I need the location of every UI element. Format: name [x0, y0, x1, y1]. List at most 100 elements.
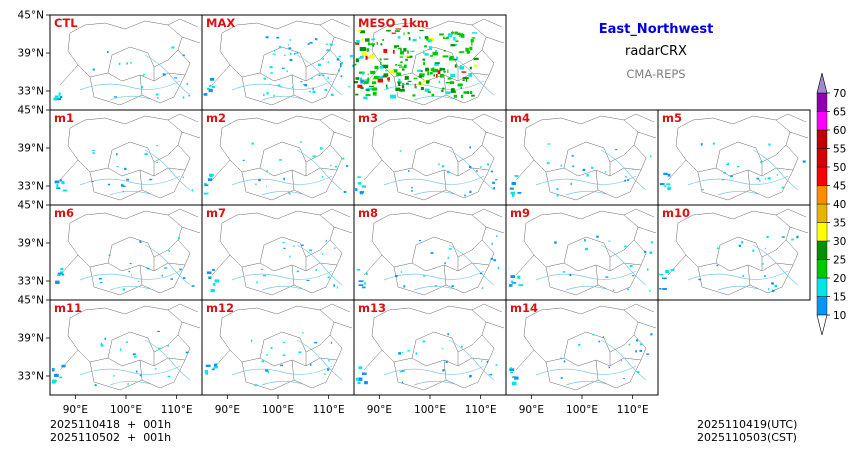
radar-echo — [419, 30, 424, 32]
radar-echo — [289, 52, 292, 55]
radar-echo — [445, 360, 448, 363]
radar-echo — [122, 190, 124, 193]
radar-echo — [439, 33, 444, 36]
province-border — [291, 74, 338, 104]
init-time-utc: 2025110418 + 001h — [50, 418, 172, 431]
radar-echo — [518, 284, 524, 287]
radar-echo — [398, 82, 401, 86]
province-border — [609, 144, 635, 163]
radar-echo — [741, 241, 744, 244]
radar-echo — [321, 175, 324, 178]
radar-echo — [296, 270, 300, 273]
radar-echo — [510, 280, 514, 283]
radar-echo — [129, 62, 132, 64]
radar-echo — [211, 368, 215, 371]
radar-echo — [266, 170, 268, 173]
radar-echo — [360, 79, 365, 83]
province-border — [167, 208, 199, 218]
radar-echo — [491, 242, 493, 245]
province-border — [471, 303, 503, 313]
panel-label: MAX — [206, 16, 235, 30]
colorbar-segment — [816, 92, 828, 112]
radar-echo — [126, 178, 130, 181]
radar-echo — [293, 245, 295, 248]
radar-echo — [426, 38, 431, 41]
radar-echo — [61, 181, 65, 185]
radar-echo — [429, 55, 433, 57]
province-border — [457, 144, 483, 163]
radar-echo — [355, 377, 359, 381]
radar-echo — [393, 69, 398, 73]
radar-echo — [59, 376, 63, 379]
radar-echo — [399, 150, 402, 152]
radar-echo — [263, 93, 265, 96]
radar-echo — [402, 68, 405, 71]
map-panels: CTL MAX MESO_1km m1 m2 m3 m4 m5 m6 m7 m8 m9 m10 m11 m1… — [49, 14, 811, 396]
panel-background — [50, 110, 202, 205]
radar-echo — [379, 58, 382, 61]
river-line — [144, 339, 191, 381]
radar-echo — [167, 345, 170, 347]
radar-echo — [445, 91, 451, 95]
river-line — [296, 339, 343, 381]
province-border — [107, 141, 155, 176]
radar-echo — [604, 171, 607, 173]
radar-echo — [434, 50, 438, 53]
variable-title: radarCRX — [625, 44, 687, 59]
radar-echo — [100, 343, 103, 345]
province-border — [363, 349, 383, 371]
province-border — [393, 76, 447, 106]
panel-label: m1 — [54, 111, 74, 125]
province-border — [241, 361, 295, 391]
colorbar-tick-label: 30 — [833, 236, 846, 248]
river-line — [383, 365, 485, 376]
radar-echo — [481, 287, 484, 289]
province-border — [107, 46, 155, 81]
panel-frame — [657, 204, 811, 301]
colorbar-tick-label: 50 — [833, 162, 846, 174]
radar-echo — [126, 62, 128, 65]
radar-echo — [546, 162, 550, 165]
radar-echo — [556, 187, 559, 191]
radar-echo — [771, 282, 775, 285]
colorbar-segment — [816, 222, 828, 242]
radar-echo — [385, 70, 388, 72]
radar-echo — [261, 360, 265, 363]
radar-echo — [449, 81, 455, 85]
radar-echo — [212, 282, 216, 286]
radar-echo — [182, 54, 185, 57]
panel-label: CTL — [54, 16, 78, 30]
radar-echo — [427, 72, 430, 76]
radar-echo — [781, 186, 785, 189]
radar-echo — [670, 269, 675, 272]
radar-echo — [358, 280, 364, 282]
radar-echo — [659, 273, 664, 276]
radar-echo — [650, 333, 653, 336]
province-border — [545, 266, 599, 296]
radar-echo — [363, 81, 369, 84]
lat-tick-label: 39°N — [18, 238, 44, 250]
radar-echo — [420, 86, 424, 90]
radar-echo — [365, 79, 370, 83]
colorbar-extend-max — [816, 72, 828, 94]
province-border — [623, 113, 655, 123]
radar-echo — [411, 186, 413, 189]
radar-echo — [560, 164, 563, 167]
province-border — [485, 131, 505, 139]
radar-echo — [662, 287, 667, 290]
radar-echo — [363, 282, 367, 285]
radar-echo — [410, 50, 415, 52]
radar-echo — [256, 281, 258, 284]
model-title: CMA-REPS — [626, 67, 686, 81]
colorbar-tick-label: 60 — [833, 125, 846, 137]
radar-echo — [385, 86, 389, 90]
radar-echo — [383, 73, 389, 77]
radar-echo — [514, 175, 519, 177]
radar-echo — [517, 275, 521, 279]
radar-echo — [454, 64, 457, 68]
radar-echo — [376, 41, 378, 45]
radar-echo — [407, 349, 410, 352]
province-border — [789, 131, 809, 139]
radar-echo — [435, 73, 438, 78]
